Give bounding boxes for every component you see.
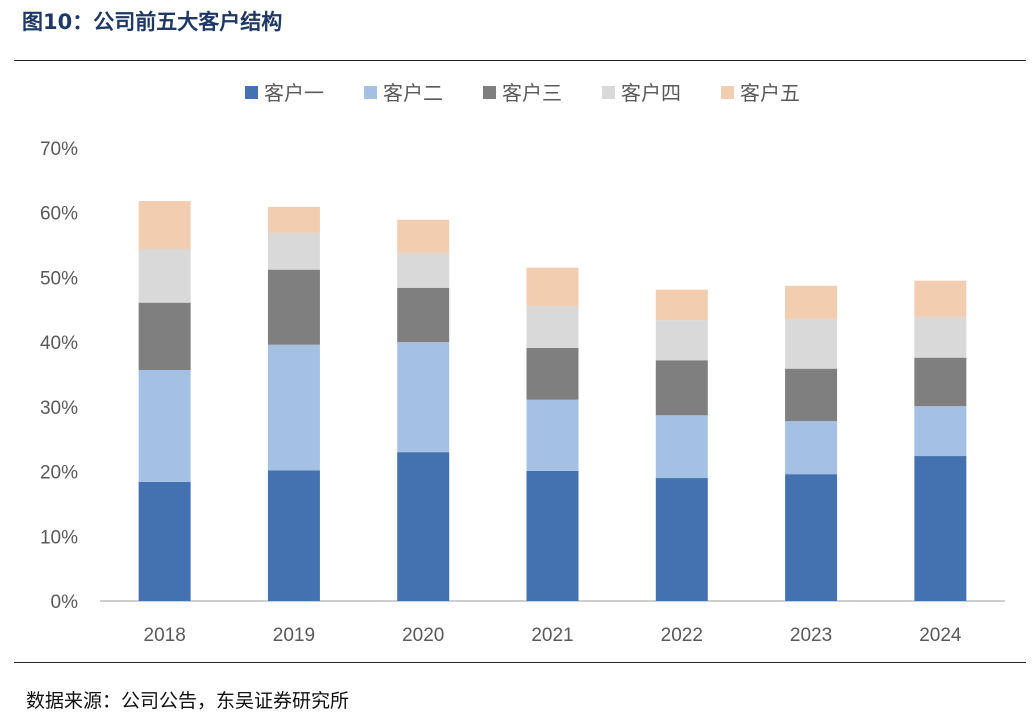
bottom-rule xyxy=(14,662,1026,663)
bar-客户五-2024 xyxy=(914,280,967,317)
y-tick-label: 30% xyxy=(40,398,78,419)
x-tick-label: 2024 xyxy=(919,625,962,646)
bar-客户一-2023 xyxy=(785,474,838,601)
x-tick-label: 2020 xyxy=(402,625,444,646)
bar-客户二-2023 xyxy=(785,421,838,475)
bar-客户二-2021 xyxy=(526,399,579,471)
y-tick-label: 20% xyxy=(40,463,78,484)
x-tick-label: 2023 xyxy=(790,625,832,646)
bar-客户三-2019 xyxy=(267,269,320,345)
bar-客户二-2022 xyxy=(655,415,708,479)
legend-label: 客户一 xyxy=(264,81,324,105)
y-tick-label: 70% xyxy=(40,139,78,160)
bar-客户四-2022 xyxy=(655,320,708,361)
bar-客户三-2018 xyxy=(138,302,191,370)
bar-客户三-2020 xyxy=(397,287,450,343)
bar-客户四-2020 xyxy=(397,252,450,288)
legend-label: 客户四 xyxy=(621,81,681,105)
top-rule xyxy=(14,60,1026,61)
bar-客户四-2023 xyxy=(785,318,838,369)
y-tick-label: 0% xyxy=(51,592,79,613)
bar-客户四-2018 xyxy=(138,248,191,303)
bar-客户三-2024 xyxy=(914,357,967,407)
legend-swatch xyxy=(721,86,734,99)
x-tick-label: 2022 xyxy=(661,625,703,646)
bar-客户五-2019 xyxy=(267,206,320,233)
bar-客户二-2019 xyxy=(267,344,320,471)
bar-客户二-2020 xyxy=(397,342,450,453)
legend-swatch xyxy=(364,86,377,99)
bar-客户五-2020 xyxy=(397,219,450,253)
bar-客户五-2021 xyxy=(526,267,579,306)
legend-swatch xyxy=(483,86,496,99)
bar-客户四-2019 xyxy=(267,232,320,270)
bar-客户二-2018 xyxy=(138,369,191,482)
y-tick-label: 10% xyxy=(40,527,78,548)
bar-客户四-2024 xyxy=(914,316,967,358)
figure-title: 图10：公司前五大客户结构 xyxy=(22,10,283,34)
legend-swatch xyxy=(245,86,258,99)
bar-客户一-2021 xyxy=(526,470,579,601)
legend-label: 客户五 xyxy=(740,81,800,105)
x-tick-label: 2019 xyxy=(273,625,315,646)
y-tick-label: 50% xyxy=(40,268,78,289)
bar-客户三-2023 xyxy=(785,368,838,422)
y-tick-label: 40% xyxy=(40,333,78,354)
bar-客户一-2019 xyxy=(267,470,320,601)
bar-客户三-2021 xyxy=(526,347,579,400)
bar-客户五-2022 xyxy=(655,289,708,321)
bar-客户五-2023 xyxy=(785,285,838,319)
bar-客户二-2024 xyxy=(914,406,967,457)
bar-客户一-2024 xyxy=(914,456,967,601)
legend-label: 客户三 xyxy=(502,81,562,105)
bar-客户四-2021 xyxy=(526,305,579,348)
bar-客户一-2020 xyxy=(397,452,450,601)
bar-客户五-2018 xyxy=(138,201,191,249)
source-note: 数据来源：公司公告，东吴证券研究所 xyxy=(26,690,350,712)
bar-客户三-2022 xyxy=(655,360,708,416)
x-tick-label: 2018 xyxy=(144,625,186,646)
bar-客户一-2022 xyxy=(655,478,708,601)
legend-label: 客户二 xyxy=(383,81,443,105)
x-tick-label: 2021 xyxy=(531,625,573,646)
y-tick-label: 60% xyxy=(40,204,78,225)
legend-swatch xyxy=(602,86,615,99)
bar-客户一-2018 xyxy=(138,481,191,601)
